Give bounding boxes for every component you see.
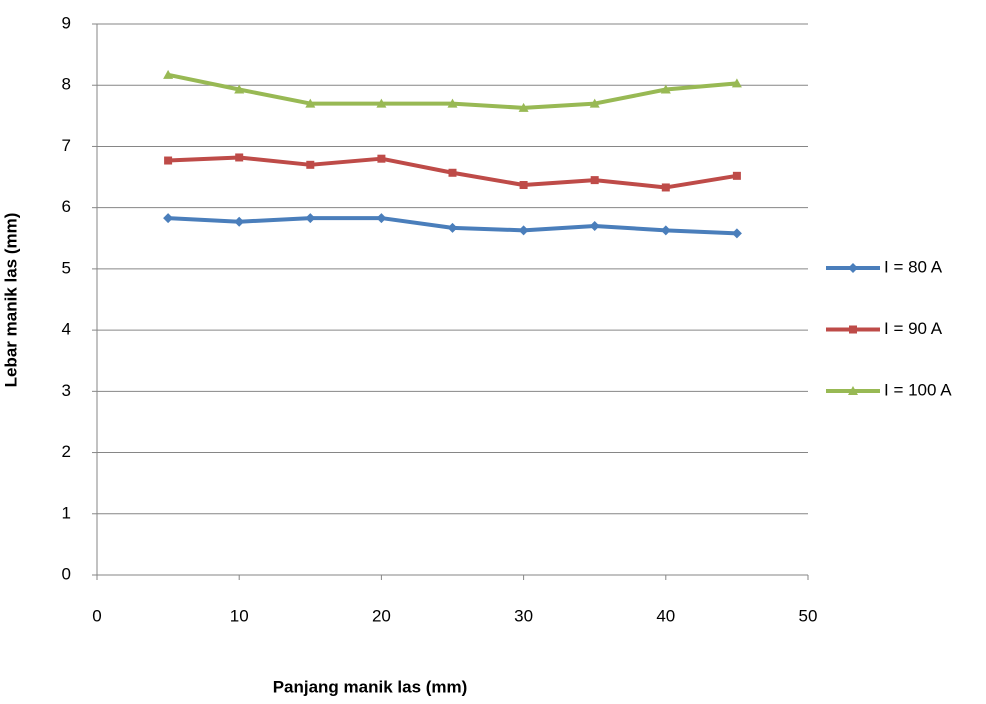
x-tick-label: 30: [514, 606, 533, 625]
marker: [732, 228, 742, 238]
chart: Panjang manik las (mm) Lebar manik las (…: [0, 0, 986, 704]
marker: [376, 213, 386, 223]
y-tick-label: 7: [62, 136, 71, 155]
legend-label: I = 90 A: [884, 319, 943, 338]
marker: [591, 176, 599, 184]
y-tick-label: 0: [62, 564, 71, 583]
y-tick-label: 9: [62, 13, 71, 32]
x-tick-label: 20: [372, 606, 391, 625]
marker: [848, 263, 858, 273]
legend-label: I = 100 A: [884, 380, 952, 399]
marker: [661, 225, 671, 235]
y-tick-label: 3: [62, 381, 71, 400]
marker: [448, 223, 458, 233]
x-tick-label: 0: [92, 606, 101, 625]
marker: [305, 213, 315, 223]
x-tick-label: 50: [799, 606, 818, 625]
y-tick-label: 6: [62, 197, 71, 216]
marker: [235, 153, 243, 161]
marker: [519, 225, 529, 235]
marker: [662, 183, 670, 191]
marker: [733, 172, 741, 180]
marker: [164, 157, 172, 165]
marker: [449, 169, 457, 177]
marker: [849, 326, 857, 334]
x-tick-label: 40: [656, 606, 675, 625]
x-tick-label: 10: [230, 606, 249, 625]
marker: [520, 181, 528, 189]
y-tick-label: 4: [62, 320, 71, 339]
y-tick-label: 2: [62, 442, 71, 461]
x-axis-title: Panjang manik las (mm): [273, 677, 468, 696]
legend-label: I = 80 A: [884, 257, 943, 276]
y-tick-label: 8: [62, 75, 71, 94]
marker: [377, 155, 385, 163]
marker: [306, 161, 314, 169]
y-tick-label: 5: [62, 258, 71, 277]
y-tick-label: 1: [62, 503, 71, 522]
marker: [163, 213, 173, 223]
marker: [234, 217, 244, 227]
marker: [590, 221, 600, 231]
y-axis-title: Lebar manik las (mm): [1, 213, 20, 388]
